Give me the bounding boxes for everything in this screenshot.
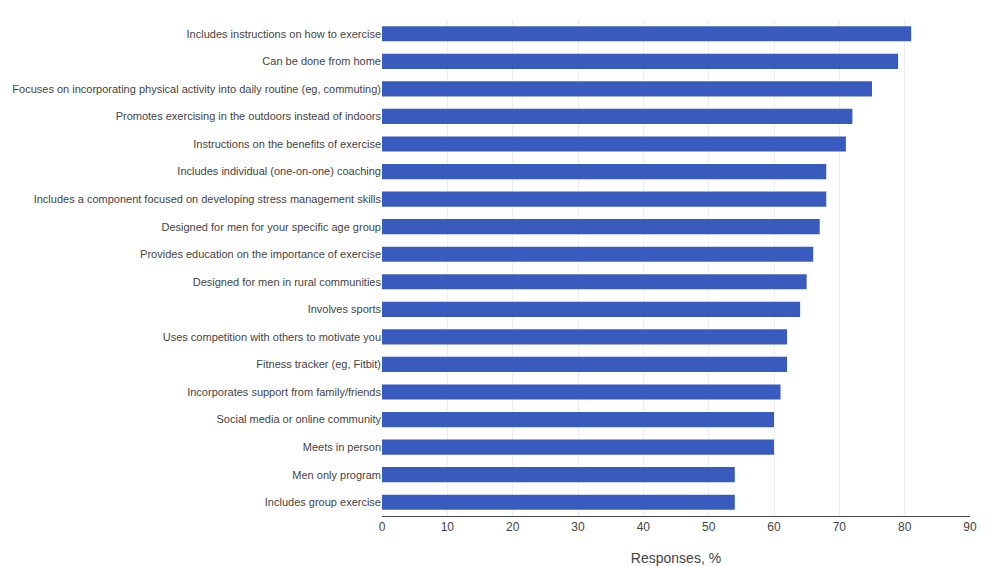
svg-text:Men only program: Men only program — [292, 469, 381, 481]
svg-text:Fitness tracker (eg, Fitbit): Fitness tracker (eg, Fitbit) — [256, 358, 381, 370]
svg-text:Incorporates support from fami: Incorporates support from family/friends — [187, 386, 381, 398]
svg-text:Designed for men for your spec: Designed for men for your specific age g… — [161, 221, 381, 233]
svg-text:80: 80 — [898, 520, 912, 534]
svg-text:Designed for men in rural comm: Designed for men in rural communities — [193, 276, 382, 288]
svg-text:Uses competition with others t: Uses competition with others to motivate… — [163, 331, 381, 343]
svg-text:Includes instructions on how t: Includes instructions on how to exercise — [187, 28, 381, 40]
svg-text:50: 50 — [702, 520, 716, 534]
svg-text:60: 60 — [767, 520, 781, 534]
svg-text:10: 10 — [441, 520, 455, 534]
svg-text:90: 90 — [963, 520, 977, 534]
svg-text:70: 70 — [833, 520, 847, 534]
svg-text:Focuses on incorporating physi: Focuses on incorporating physical activi… — [12, 83, 381, 95]
svg-text:Provides education on the impo: Provides education on the importance of … — [140, 248, 381, 260]
svg-text:Involves sports: Involves sports — [308, 303, 382, 315]
svg-text:Instructions on the benefits o: Instructions on the benefits of exercise — [193, 138, 381, 150]
svg-text:Social media or online communi: Social media or online community — [217, 413, 382, 425]
svg-text:20: 20 — [506, 520, 520, 534]
svg-text:Includes a component focused o: Includes a component focused on developi… — [34, 193, 382, 205]
svg-text:Includes group exercise: Includes group exercise — [265, 496, 381, 508]
svg-text:0: 0 — [379, 520, 386, 534]
svg-text:Meets in person: Meets in person — [303, 441, 381, 453]
svg-text:Can be done from home: Can be done from home — [262, 55, 381, 67]
svg-text:30: 30 — [571, 520, 585, 534]
svg-text:Includes individual (one-on-on: Includes individual (one-on-one) coachin… — [177, 165, 381, 177]
svg-text:40: 40 — [637, 520, 651, 534]
svg-text:Promotes exercising in the out: Promotes exercising in the outdoors inst… — [116, 110, 382, 122]
svg-text:Responses, %: Responses, % — [631, 550, 721, 566]
